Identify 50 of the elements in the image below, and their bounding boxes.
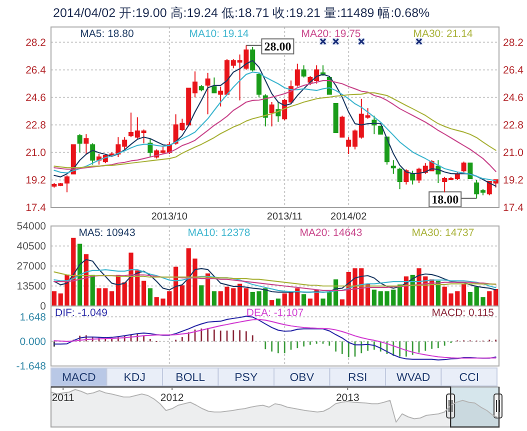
y-tick-label: -1.648 [16, 360, 46, 373]
x-tick-label: 2013/11 [266, 212, 303, 222]
y2-tick-label: 24.6 [503, 92, 524, 104]
chart-title: 2014/04/02 开:19.00 高:19.24 低:18.71 收:19.21 量:11489 幅:0.68% [53, 5, 430, 20]
y2-tick-label: 26.4 [503, 64, 524, 76]
text: MA30: 14737 [412, 227, 474, 239]
text: BOLL [176, 372, 206, 384]
y-tick-label: 40500 [16, 240, 46, 253]
text: MA10: 12378 [188, 227, 250, 239]
y-tick-label: 26.4 [26, 64, 46, 76]
text: RSI [348, 372, 368, 384]
text: MA20: 14643 [300, 227, 362, 239]
y2-tick-label: 21.0 [503, 147, 524, 160]
y-tick-label: 0.000 [20, 336, 46, 348]
y2-tick-label: 17.4 [503, 202, 524, 214]
text: PSY [234, 372, 258, 384]
y-tick-label: 0 [40, 300, 46, 313]
text: MA5: 18.80 [80, 28, 134, 40]
y-tick-label: 28.2 [26, 36, 46, 49]
y-tick-label: 24.6 [26, 92, 46, 104]
x-tick-label: 2012 [160, 392, 184, 404]
x-tick-label: 2013/10 [151, 212, 188, 222]
y-tick-label: 54000 [16, 220, 46, 233]
text: MACD [62, 372, 96, 384]
x-tick-label: 2011 [52, 392, 75, 404]
x-tick-label: 2014/02 [330, 212, 368, 222]
y-tick-label: 21.0 [26, 147, 46, 160]
y-tick-label: 17.4 [26, 202, 46, 214]
series-label: DEA: -1.107 [246, 307, 304, 319]
series-label: DIF: -1.049 [55, 307, 108, 319]
text: KDJ [124, 372, 146, 384]
text: WVAD [396, 372, 430, 384]
y2-tick-label: 19.2 [503, 174, 524, 187]
series-label: MACD: 0.115 [432, 307, 494, 319]
annotation: 28.00 [264, 39, 292, 54]
y-tick-label: 19.2 [26, 174, 46, 187]
y-tick-label: 22.8 [26, 120, 46, 132]
text: CCI [459, 372, 480, 384]
y-tick-label: 13500 [16, 280, 46, 293]
text: MA5: 10943 [78, 227, 136, 239]
y-tick-label: 27000 [16, 260, 46, 273]
text: MA10: 19.14 [189, 28, 249, 40]
text: OBV [290, 372, 314, 384]
annotation: 18.00 [432, 192, 459, 206]
y2-tick-label: 22.8 [503, 120, 524, 132]
text: MA20: 19.75 [301, 28, 361, 40]
y-tick-label: 1.648 [20, 311, 46, 324]
x-tick-label: 2013 [336, 392, 360, 404]
y2-tick-label: 28.2 [503, 36, 524, 49]
text: MA30: 21.14 [413, 28, 473, 40]
